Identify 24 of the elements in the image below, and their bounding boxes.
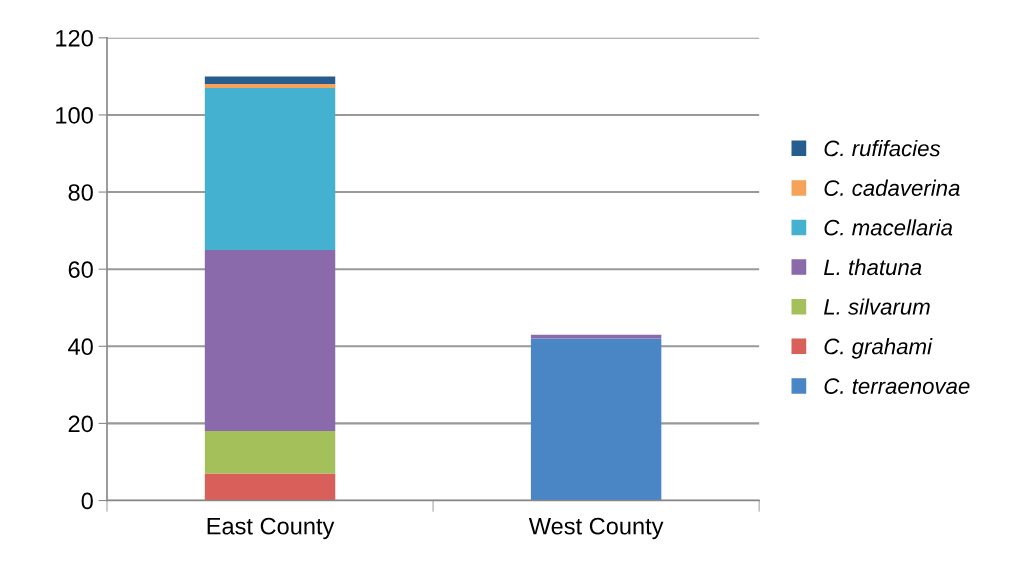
bar: [530, 338, 662, 501]
bar: [530, 334, 662, 339]
legend-label: L. thatuna: [823, 258, 922, 276]
legend-label: C. terraenovae: [824, 378, 970, 394]
bar: [204, 76, 336, 85]
bar: [204, 87, 336, 250]
x-tick-label: East County: [207, 517, 335, 540]
y-tick-label: 100: [56, 107, 93, 124]
y-tick-label: 120: [56, 29, 93, 47]
y-tick-label: 20: [68, 415, 93, 433]
bar: [204, 431, 336, 474]
y-tick-label: 0: [81, 492, 93, 510]
bar: [204, 473, 336, 501]
legend-label: C. macellaria: [824, 219, 953, 236]
legend-label: C. rufifacies: [824, 140, 941, 157]
legend-label: L. silvarum: [823, 298, 930, 315]
y-tick-label: 80: [68, 184, 93, 201]
legend-label: C. cadaverina: [824, 179, 960, 196]
bar: [204, 84, 336, 88]
y-tick-label: 60: [68, 261, 93, 278]
y-tick-label: 40: [68, 338, 93, 356]
legend-label: C. grahami: [824, 338, 933, 359]
bar: [204, 249, 336, 432]
x-tick-label: West County: [528, 517, 664, 540]
